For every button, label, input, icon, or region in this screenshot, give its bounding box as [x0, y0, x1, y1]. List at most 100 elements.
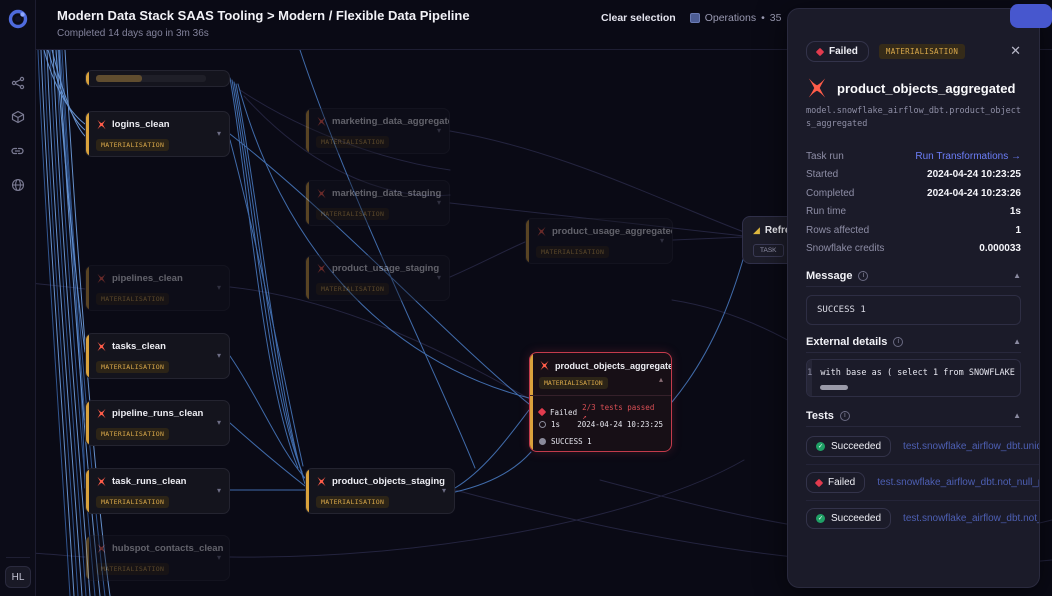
node-timestamp: 2024-04-24 10:23:25	[577, 420, 663, 429]
dbt-icon	[97, 341, 106, 352]
clear-selection-button[interactable]: Clear selection	[601, 12, 676, 24]
message-section-header: Message i ▲	[806, 265, 1021, 287]
integrations-globe-icon[interactable]	[11, 178, 25, 192]
dbt-icon	[97, 119, 106, 130]
chevron-down-icon[interactable]: ▾	[659, 236, 664, 245]
field-rows-affected: Rows affected 1	[806, 224, 1021, 236]
node-label: logins_clean	[112, 119, 170, 130]
node-label: task_runs_clean	[112, 476, 187, 487]
operations-icon	[689, 13, 700, 23]
succeeded-check-icon: ✓	[816, 442, 825, 451]
materialisation-badge: MATERIALISATION	[96, 563, 170, 575]
connections-link-icon[interactable]	[10, 144, 25, 158]
dbt-icon	[540, 360, 549, 371]
external-details-section-header: External details i ▲	[806, 331, 1021, 353]
materialisation-badge: MATERIALISATION	[96, 496, 170, 508]
pipelines-graph-icon[interactable]	[11, 76, 25, 90]
message-dot-icon	[539, 438, 546, 445]
chevron-down-icon[interactable]: ▾	[216, 486, 221, 495]
node-product-objects-staging[interactable]: product_objects_staging MATERIALISATION …	[305, 468, 455, 514]
collapse-icon[interactable]: ▲	[1013, 411, 1021, 420]
node-product-usage-staging[interactable]: product_usage_staging MATERIALISATION ▾	[305, 255, 450, 301]
chevron-down-icon[interactable]: ▾	[216, 283, 221, 292]
node-label: product_objects_aggregated	[555, 360, 672, 371]
dbt-icon	[537, 226, 546, 237]
field-run-time: Run time 1s	[806, 206, 1021, 218]
close-icon[interactable]: ✕	[1010, 43, 1021, 58]
node-runtime: 1s	[551, 420, 561, 429]
node-marketing-data-aggregated[interactable]: marketing_data_aggregated MATERIALISATIO…	[305, 108, 450, 154]
node-pipelines-clean[interactable]: pipelines_clean MATERIALISATION ▾	[85, 265, 230, 311]
operations-counter[interactable]: Operations • 35	[689, 12, 781, 24]
info-icon[interactable]: i	[839, 410, 850, 421]
test-row: Failed test.snowflake_airflow_dbt.not_nu…	[806, 465, 1039, 501]
failed-diamond-icon	[815, 47, 825, 56]
chevron-up-icon[interactable]: ▴	[658, 375, 663, 384]
node-marketing-data-staging[interactable]: marketing_data_staging MATERIALISATION ▾	[305, 180, 450, 226]
breadcrumb-title: Modern Data Stack SAAS Tooling > Modern …	[57, 8, 470, 23]
node-label: marketing_data_staging	[332, 188, 442, 199]
node-label: product_usage_aggregated	[552, 226, 673, 237]
node-label: tasks_clean	[112, 341, 166, 352]
chevron-down-icon[interactable]: ▾	[216, 418, 221, 427]
app-logo-icon[interactable]	[7, 8, 29, 30]
materialisation-badge: MATERIALISATION	[316, 136, 390, 148]
chevron-down-icon[interactable]: ▾	[216, 351, 221, 360]
succeeded-check-icon: ✓	[816, 514, 825, 523]
node-task-runs-clean[interactable]: task_runs_clean MATERIALISATION ▾	[85, 468, 230, 514]
chevron-down-icon[interactable]: ▾	[216, 129, 221, 138]
materialisation-badge: MATERIALISATION	[316, 283, 390, 295]
node-logins-clean[interactable]: logins_clean MATERIALISATION ▾	[85, 111, 230, 157]
test-link[interactable]: test.snowflake_airflow_dbt.unique_pro	[903, 441, 1039, 452]
task-icon: ◢	[753, 225, 760, 235]
failed-diamond-icon	[814, 478, 824, 487]
node-product-objects-aggregated-selected[interactable]: product_objects_aggregated ▴ MATERIALISA…	[529, 352, 672, 452]
node-tasks-clean[interactable]: tasks_clean MATERIALISATION ▾	[85, 333, 230, 379]
line-number: 1	[807, 360, 813, 396]
packages-cube-icon[interactable]	[11, 110, 25, 124]
tests-passed-link[interactable]: 2/3 tests passed ↗	[582, 403, 655, 421]
panel-title: product_objects_aggregated	[837, 80, 1016, 96]
node-label: pipeline_runs_clean	[112, 408, 204, 419]
collapse-icon[interactable]: ▲	[1013, 271, 1021, 280]
node-status: Failed	[550, 407, 578, 417]
chevron-down-icon[interactable]: ▾	[436, 126, 441, 135]
status-badge: Failed	[806, 41, 869, 62]
node-pipeline-runs-clean[interactable]: pipeline_runs_clean MATERIALISATION ▾	[85, 400, 230, 446]
dbt-icon	[317, 476, 326, 487]
chevron-down-icon[interactable]: ▾	[441, 486, 446, 495]
field-started: Started 2024-04-24 10:23:25	[806, 169, 1021, 181]
chevron-down-icon[interactable]: ▾	[216, 553, 221, 562]
node-hubspot-contacts-clean[interactable]: hubspot_contacts_clean MATERIALISATION ▾	[85, 535, 230, 581]
info-icon[interactable]: i	[858, 270, 869, 281]
materialisation-badge: MATERIALISATION	[96, 361, 170, 373]
materialisation-badge: MATERIALISATION	[878, 44, 966, 59]
node-label: product_objects_staging	[332, 476, 445, 487]
test-status-badge: Failed	[806, 472, 866, 493]
node-stripe	[86, 71, 89, 86]
collapse-icon[interactable]: ▲	[1013, 337, 1021, 346]
tests-list: ✓ Succeeded test.snowflake_airflow_dbt.u…	[806, 429, 1039, 536]
primary-action-button[interactable]	[1010, 4, 1052, 28]
chevron-down-icon[interactable]: ▾	[436, 198, 441, 207]
run-transformations-link[interactable]: Run Transformations →	[915, 150, 1021, 162]
dbt-icon	[317, 263, 326, 274]
dbt-icon	[317, 188, 326, 199]
test-link[interactable]: test.snowflake_airflow_dbt.not_null_pr	[877, 477, 1039, 488]
info-icon[interactable]: i	[893, 336, 904, 347]
materialisation-badge: MATERIALISATION	[316, 496, 390, 508]
node-label-truncated: Refre	[764, 225, 791, 236]
materialisation-badge: MATERIALISATION	[316, 208, 390, 220]
test-link[interactable]: test.snowflake_airflow_dbt.not_null_pr	[903, 513, 1039, 524]
user-avatar[interactable]: HL	[5, 566, 31, 588]
dbt-icon	[97, 273, 106, 284]
node-product-usage-aggregated[interactable]: product_usage_aggregated MATERIALISATION…	[525, 218, 673, 264]
chevron-down-icon[interactable]: ▾	[436, 273, 441, 282]
node-label: hubspot_contacts_clean	[112, 543, 224, 554]
materialisation-badge: MATERIALISATION	[96, 293, 170, 305]
node-partial-top[interactable]	[85, 70, 230, 87]
horizontal-scrollbar[interactable]	[820, 385, 849, 390]
field-task-run: Task run Run Transformations →	[806, 150, 1021, 162]
materialisation-badge: MATERIALISATION	[536, 246, 610, 258]
detail-fields: Task run Run Transformations → Started 2…	[806, 147, 1021, 258]
